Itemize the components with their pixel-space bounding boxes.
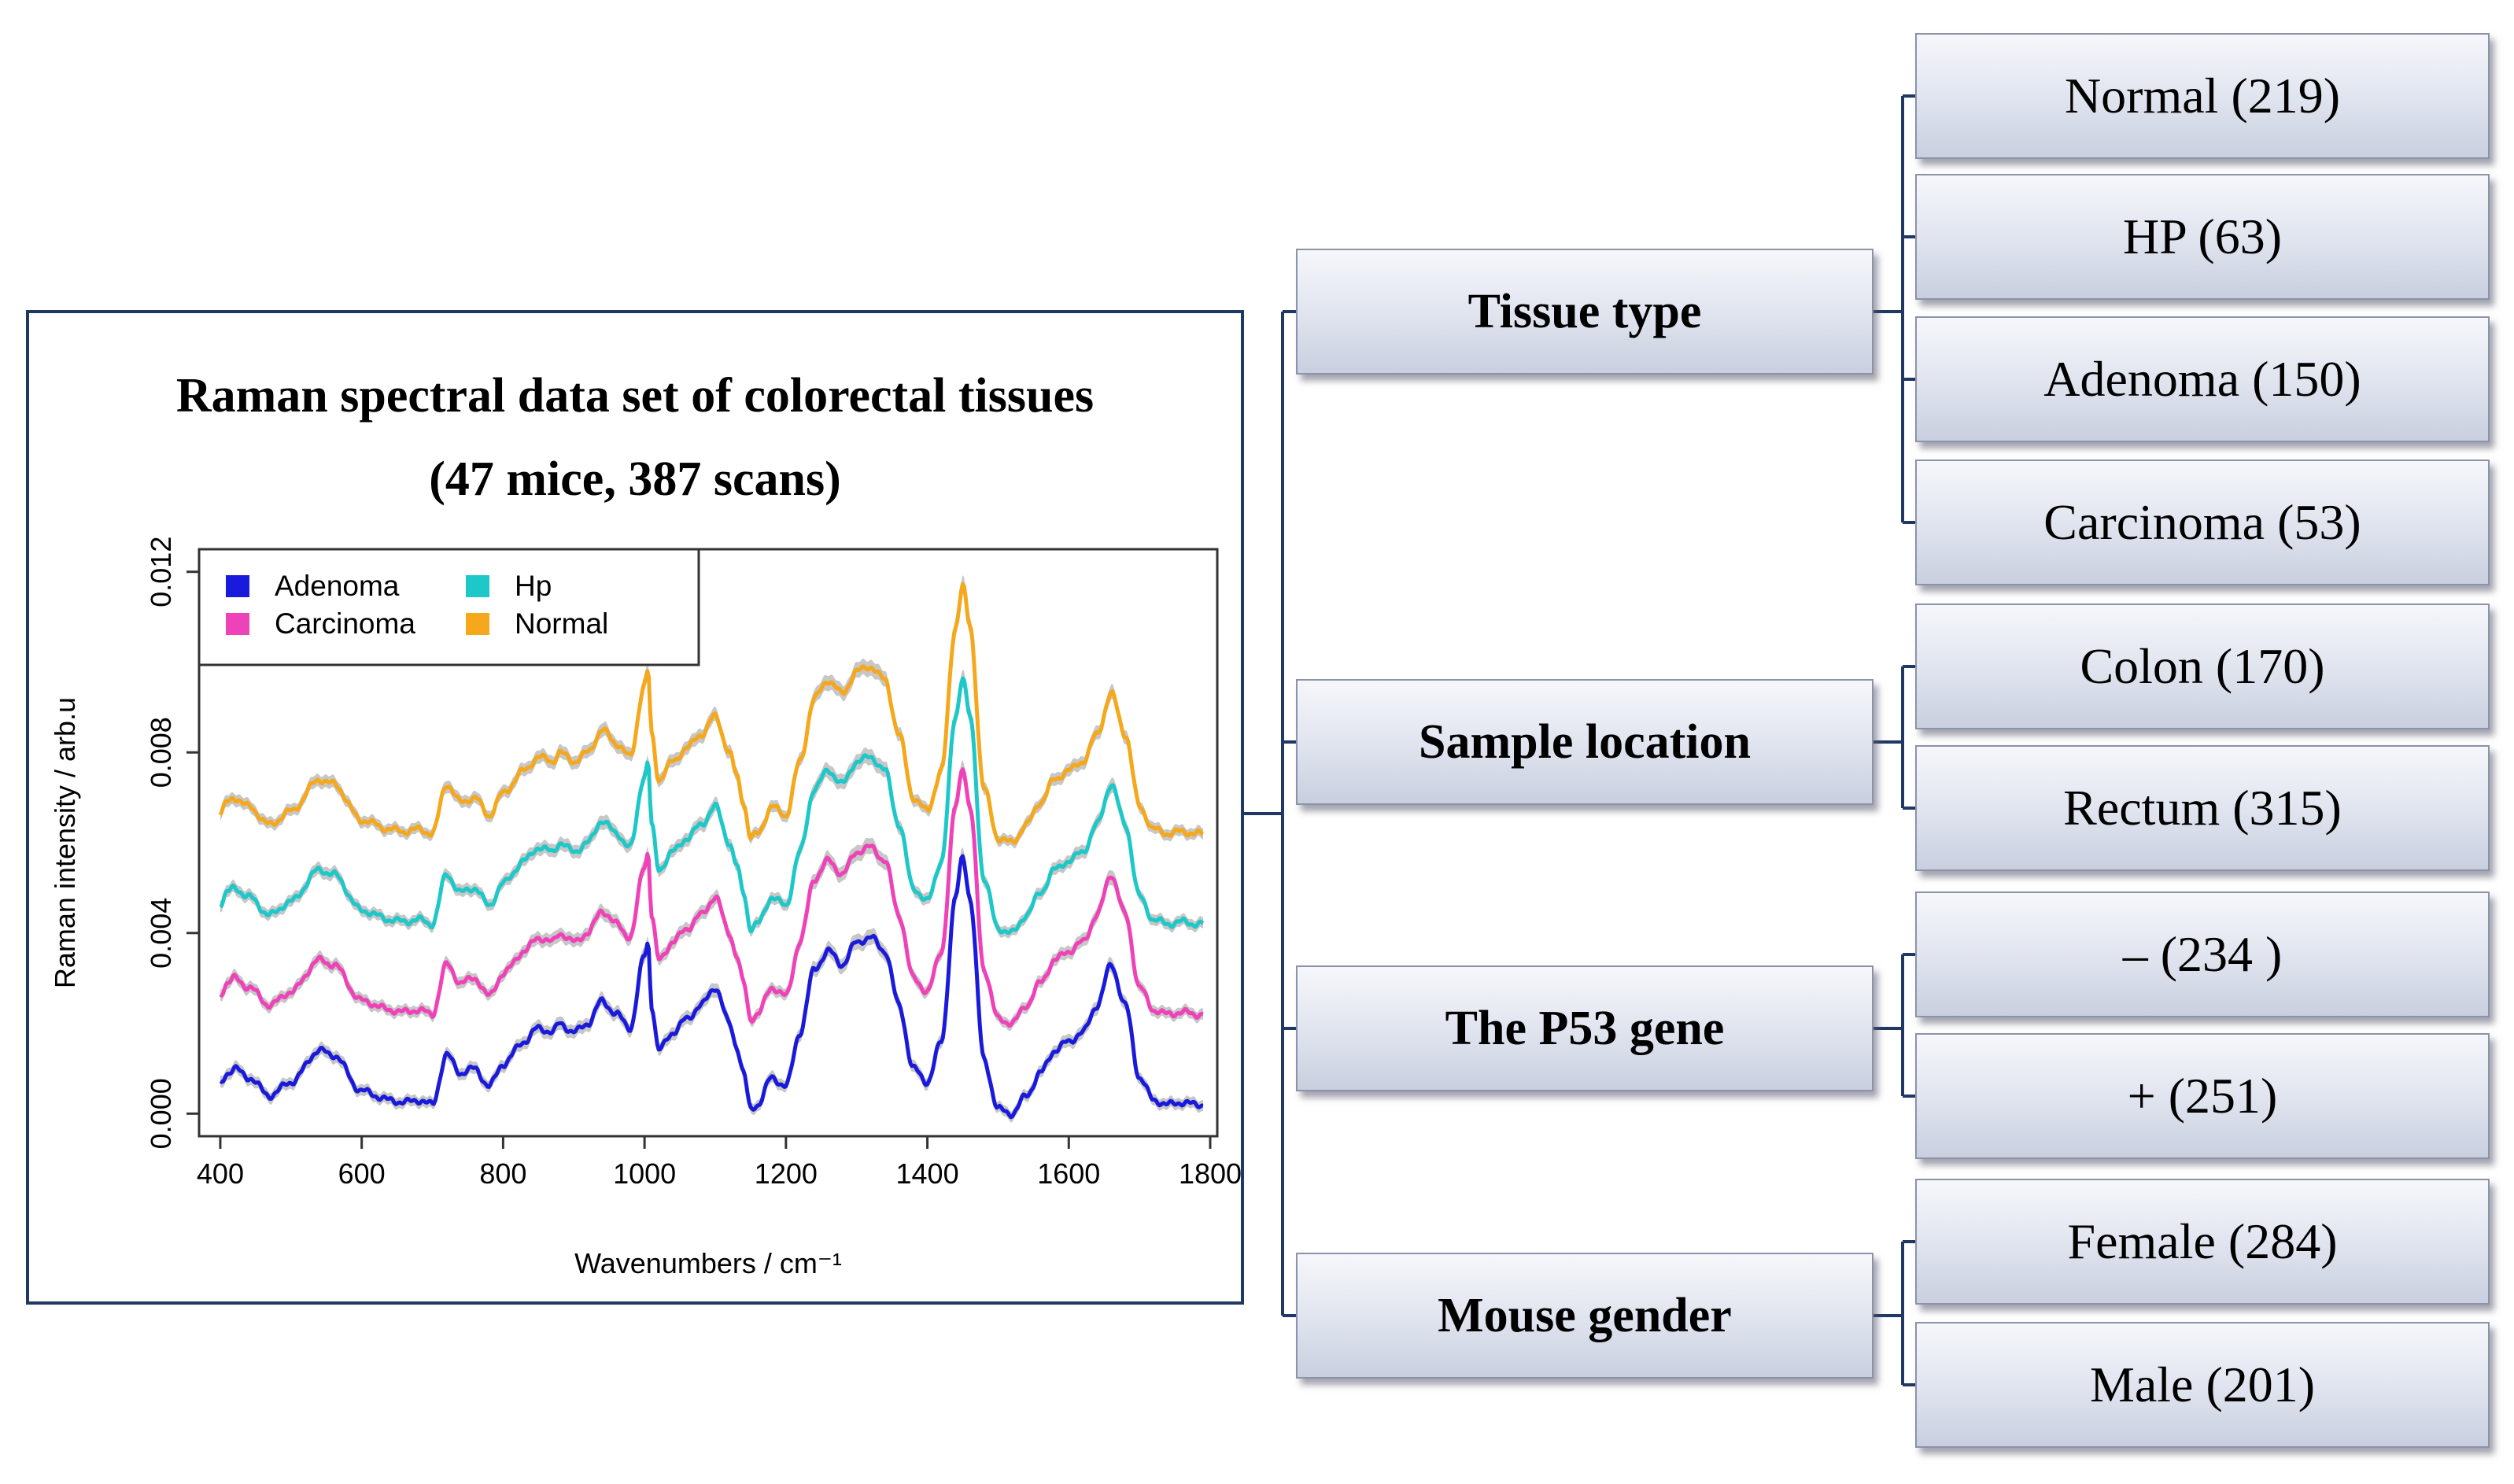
raman-spectra-chart: Raman intensity / arb.u 0.000 0.004 0.008 0… bbox=[49, 537, 1241, 1279]
x-tick-label-1400: 1400 bbox=[896, 1157, 959, 1190]
legend-label-adenoma: Adenoma bbox=[275, 570, 400, 602]
legend-label-hp: Hp bbox=[515, 570, 552, 602]
category-p53-gene: The P53 gene bbox=[1296, 965, 1874, 1091]
leaf-rectum: Rectum (315) bbox=[1915, 745, 2490, 871]
x-axis: Wavenumbers / cm⁻¹ 400 600 800 1000 1200 1400… bbox=[197, 1136, 1241, 1279]
band-hp bbox=[220, 669, 1203, 939]
y-axis: Raman intensity / arb.u 0.000 0.004 0.008 0… bbox=[49, 537, 199, 1149]
y-tick-label-1: 0.004 bbox=[145, 898, 177, 969]
leaf-colon: Colon (170) bbox=[1915, 604, 2490, 729]
leaf-female: Female (284) bbox=[1915, 1179, 2490, 1305]
leaf-adenoma: Adenoma (150) bbox=[1915, 316, 2490, 442]
chart-legend: Adenoma Carcinoma Hp Normal bbox=[198, 548, 700, 666]
x-tick-label-1600: 1600 bbox=[1037, 1157, 1100, 1190]
series-line-carcinoma bbox=[219, 767, 1204, 1028]
x-tick-label-1200: 1200 bbox=[755, 1157, 818, 1190]
chart-panel: Raman spectral data set of colorectal ti… bbox=[26, 310, 1244, 1305]
leaf-p53-negative: – (234 ) bbox=[1915, 892, 2490, 1017]
legend-box bbox=[198, 548, 700, 666]
category-tissue-type: Tissue type bbox=[1296, 249, 1874, 375]
category-sample-location: Sample location bbox=[1296, 679, 1874, 805]
x-tick-label-1000: 1000 bbox=[613, 1157, 676, 1190]
legend-swatch-carcinoma bbox=[226, 613, 249, 635]
y-axis-label: Raman intensity / arb.u bbox=[49, 697, 81, 988]
band-adenoma bbox=[220, 847, 1203, 1123]
leaf-p53-positive: + (251) bbox=[1915, 1033, 2490, 1159]
y-tick-label-3: 0.012 bbox=[145, 537, 177, 607]
x-axis-label: Wavenumbers / cm⁻¹ bbox=[574, 1247, 842, 1279]
legend-swatch-hp bbox=[466, 575, 489, 597]
x-tick-label-600: 600 bbox=[338, 1157, 386, 1190]
plot-frame bbox=[198, 548, 1219, 1138]
x-tick-label-400: 400 bbox=[197, 1157, 244, 1190]
spectra-lines bbox=[218, 581, 1205, 1120]
x-tick-label-1800: 1800 bbox=[1179, 1157, 1241, 1190]
legend-label-carcinoma: Carcinoma bbox=[275, 607, 415, 640]
leaf-male: Male (201) bbox=[1915, 1322, 2490, 1448]
leaf-hp: HP (63) bbox=[1915, 174, 2490, 300]
series-line-hp bbox=[219, 676, 1205, 936]
legend-label-normal: Normal bbox=[515, 607, 608, 640]
leaf-normal: Normal (219) bbox=[1915, 33, 2490, 159]
series-line-adenoma bbox=[219, 854, 1204, 1120]
y-tick-label-0: 0.000 bbox=[145, 1078, 177, 1149]
y-tick-label-2: 0.008 bbox=[145, 717, 177, 788]
series-line-normal bbox=[218, 581, 1205, 845]
legend-swatch-normal bbox=[466, 613, 489, 635]
chart-title-line2: (47 mice, 387 scans) bbox=[429, 452, 841, 506]
leaf-carcinoma: Carcinoma (53) bbox=[1915, 460, 2490, 585]
band-normal bbox=[220, 574, 1203, 849]
band-carcinoma bbox=[220, 760, 1203, 1032]
chart-title-line1: Raman spectral data set of colorectal ti… bbox=[175, 369, 1095, 423]
x-tick-label-800: 800 bbox=[479, 1157, 526, 1190]
legend-swatch-adenoma bbox=[226, 575, 249, 597]
spectra-bands bbox=[220, 574, 1203, 1123]
category-mouse-gender: Mouse gender bbox=[1296, 1253, 1874, 1379]
